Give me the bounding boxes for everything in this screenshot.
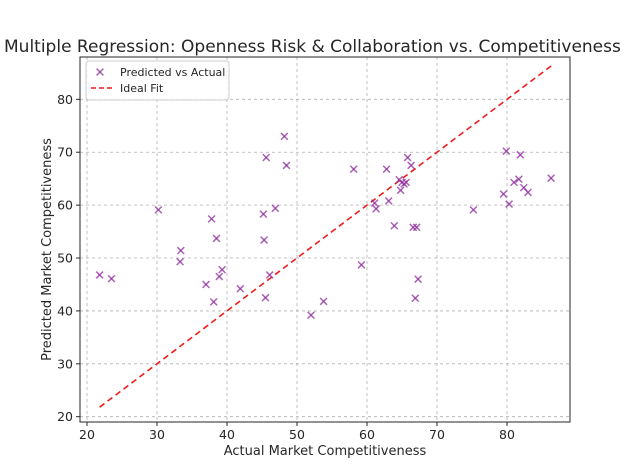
y-tick-label: 40 — [57, 303, 73, 318]
data-point — [260, 236, 269, 244]
data-point — [107, 274, 116, 283]
data-point — [357, 260, 366, 269]
data-point — [516, 150, 525, 159]
data-point — [236, 284, 245, 293]
ideal-fit-line — [99, 65, 552, 408]
data-point — [414, 275, 423, 284]
data-point — [176, 246, 185, 255]
data-point — [514, 175, 523, 184]
ideal-fit-line-segment — [99, 65, 552, 408]
x-tick-label: 70 — [429, 427, 445, 442]
plot-frame — [79, 56, 571, 423]
data-point — [202, 280, 210, 289]
y-tick-label: 50 — [57, 251, 73, 266]
data-point — [212, 234, 221, 243]
data-point — [261, 293, 270, 302]
data-point — [319, 297, 328, 306]
data-point — [95, 271, 104, 279]
data-point — [499, 190, 508, 198]
data-point — [259, 210, 268, 219]
x-tick-label: 20 — [79, 427, 95, 442]
y-tick-label: 80 — [57, 92, 73, 107]
legend-x-marker — [96, 68, 104, 76]
data-point — [207, 214, 216, 223]
axis-ticks: 20 30 40 50 60 70 80 20 30 40 50 60 70 80 — [57, 92, 515, 442]
data-point — [307, 311, 315, 320]
x-tick-label: 50 — [289, 427, 305, 442]
y-tick-label: 20 — [57, 409, 73, 424]
data-point — [349, 165, 358, 174]
data-point — [372, 204, 381, 213]
data-point — [215, 272, 224, 281]
data-point — [218, 265, 227, 274]
scatter-points — [95, 132, 556, 320]
x-tick-label: 30 — [149, 427, 165, 442]
data-point — [403, 153, 412, 162]
data-point — [505, 200, 514, 208]
grid — [80, 57, 570, 422]
data-point — [384, 196, 393, 205]
x-axis-label: Actual Market Competitiveness — [224, 444, 427, 459]
data-point — [265, 271, 274, 279]
data-point — [154, 205, 163, 214]
legend-marker-predicted — [96, 68, 104, 76]
data-point — [407, 161, 416, 170]
legend-box — [85, 60, 230, 101]
data-point — [382, 165, 391, 174]
data-point — [209, 297, 218, 306]
data-point — [396, 186, 405, 195]
chart-title: Multiple Regression: Openness Risk & Col… — [4, 37, 621, 57]
y-axis-label: Predicted Market Competitiveness — [40, 138, 55, 361]
data-point — [524, 188, 532, 197]
y-tick-label: 70 — [57, 145, 73, 160]
x-tick-label: 40 — [219, 427, 235, 442]
data-point — [280, 132, 289, 141]
data-point — [411, 294, 420, 303]
data-point — [271, 204, 280, 213]
data-point — [262, 153, 271, 162]
data-point — [547, 174, 556, 183]
legend-label-predicted: Predicted vs Actual — [120, 66, 225, 79]
data-point — [502, 147, 511, 156]
y-tick-label: 30 — [57, 356, 73, 371]
data-point — [370, 199, 379, 207]
data-point — [390, 221, 399, 230]
data-point — [510, 178, 518, 187]
x-tick-label: 80 — [499, 427, 515, 442]
y-tick-label: 60 — [57, 198, 73, 213]
data-point — [409, 223, 418, 232]
legend: Predicted vs Actual Ideal Fit — [85, 60, 230, 101]
legend-label-ideal-fit: Ideal Fit — [120, 82, 164, 95]
data-point — [469, 205, 478, 214]
data-point — [402, 178, 411, 187]
data-point — [282, 161, 291, 170]
data-point — [176, 257, 185, 266]
data-point — [412, 223, 421, 232]
x-tick-label: 60 — [359, 427, 375, 442]
